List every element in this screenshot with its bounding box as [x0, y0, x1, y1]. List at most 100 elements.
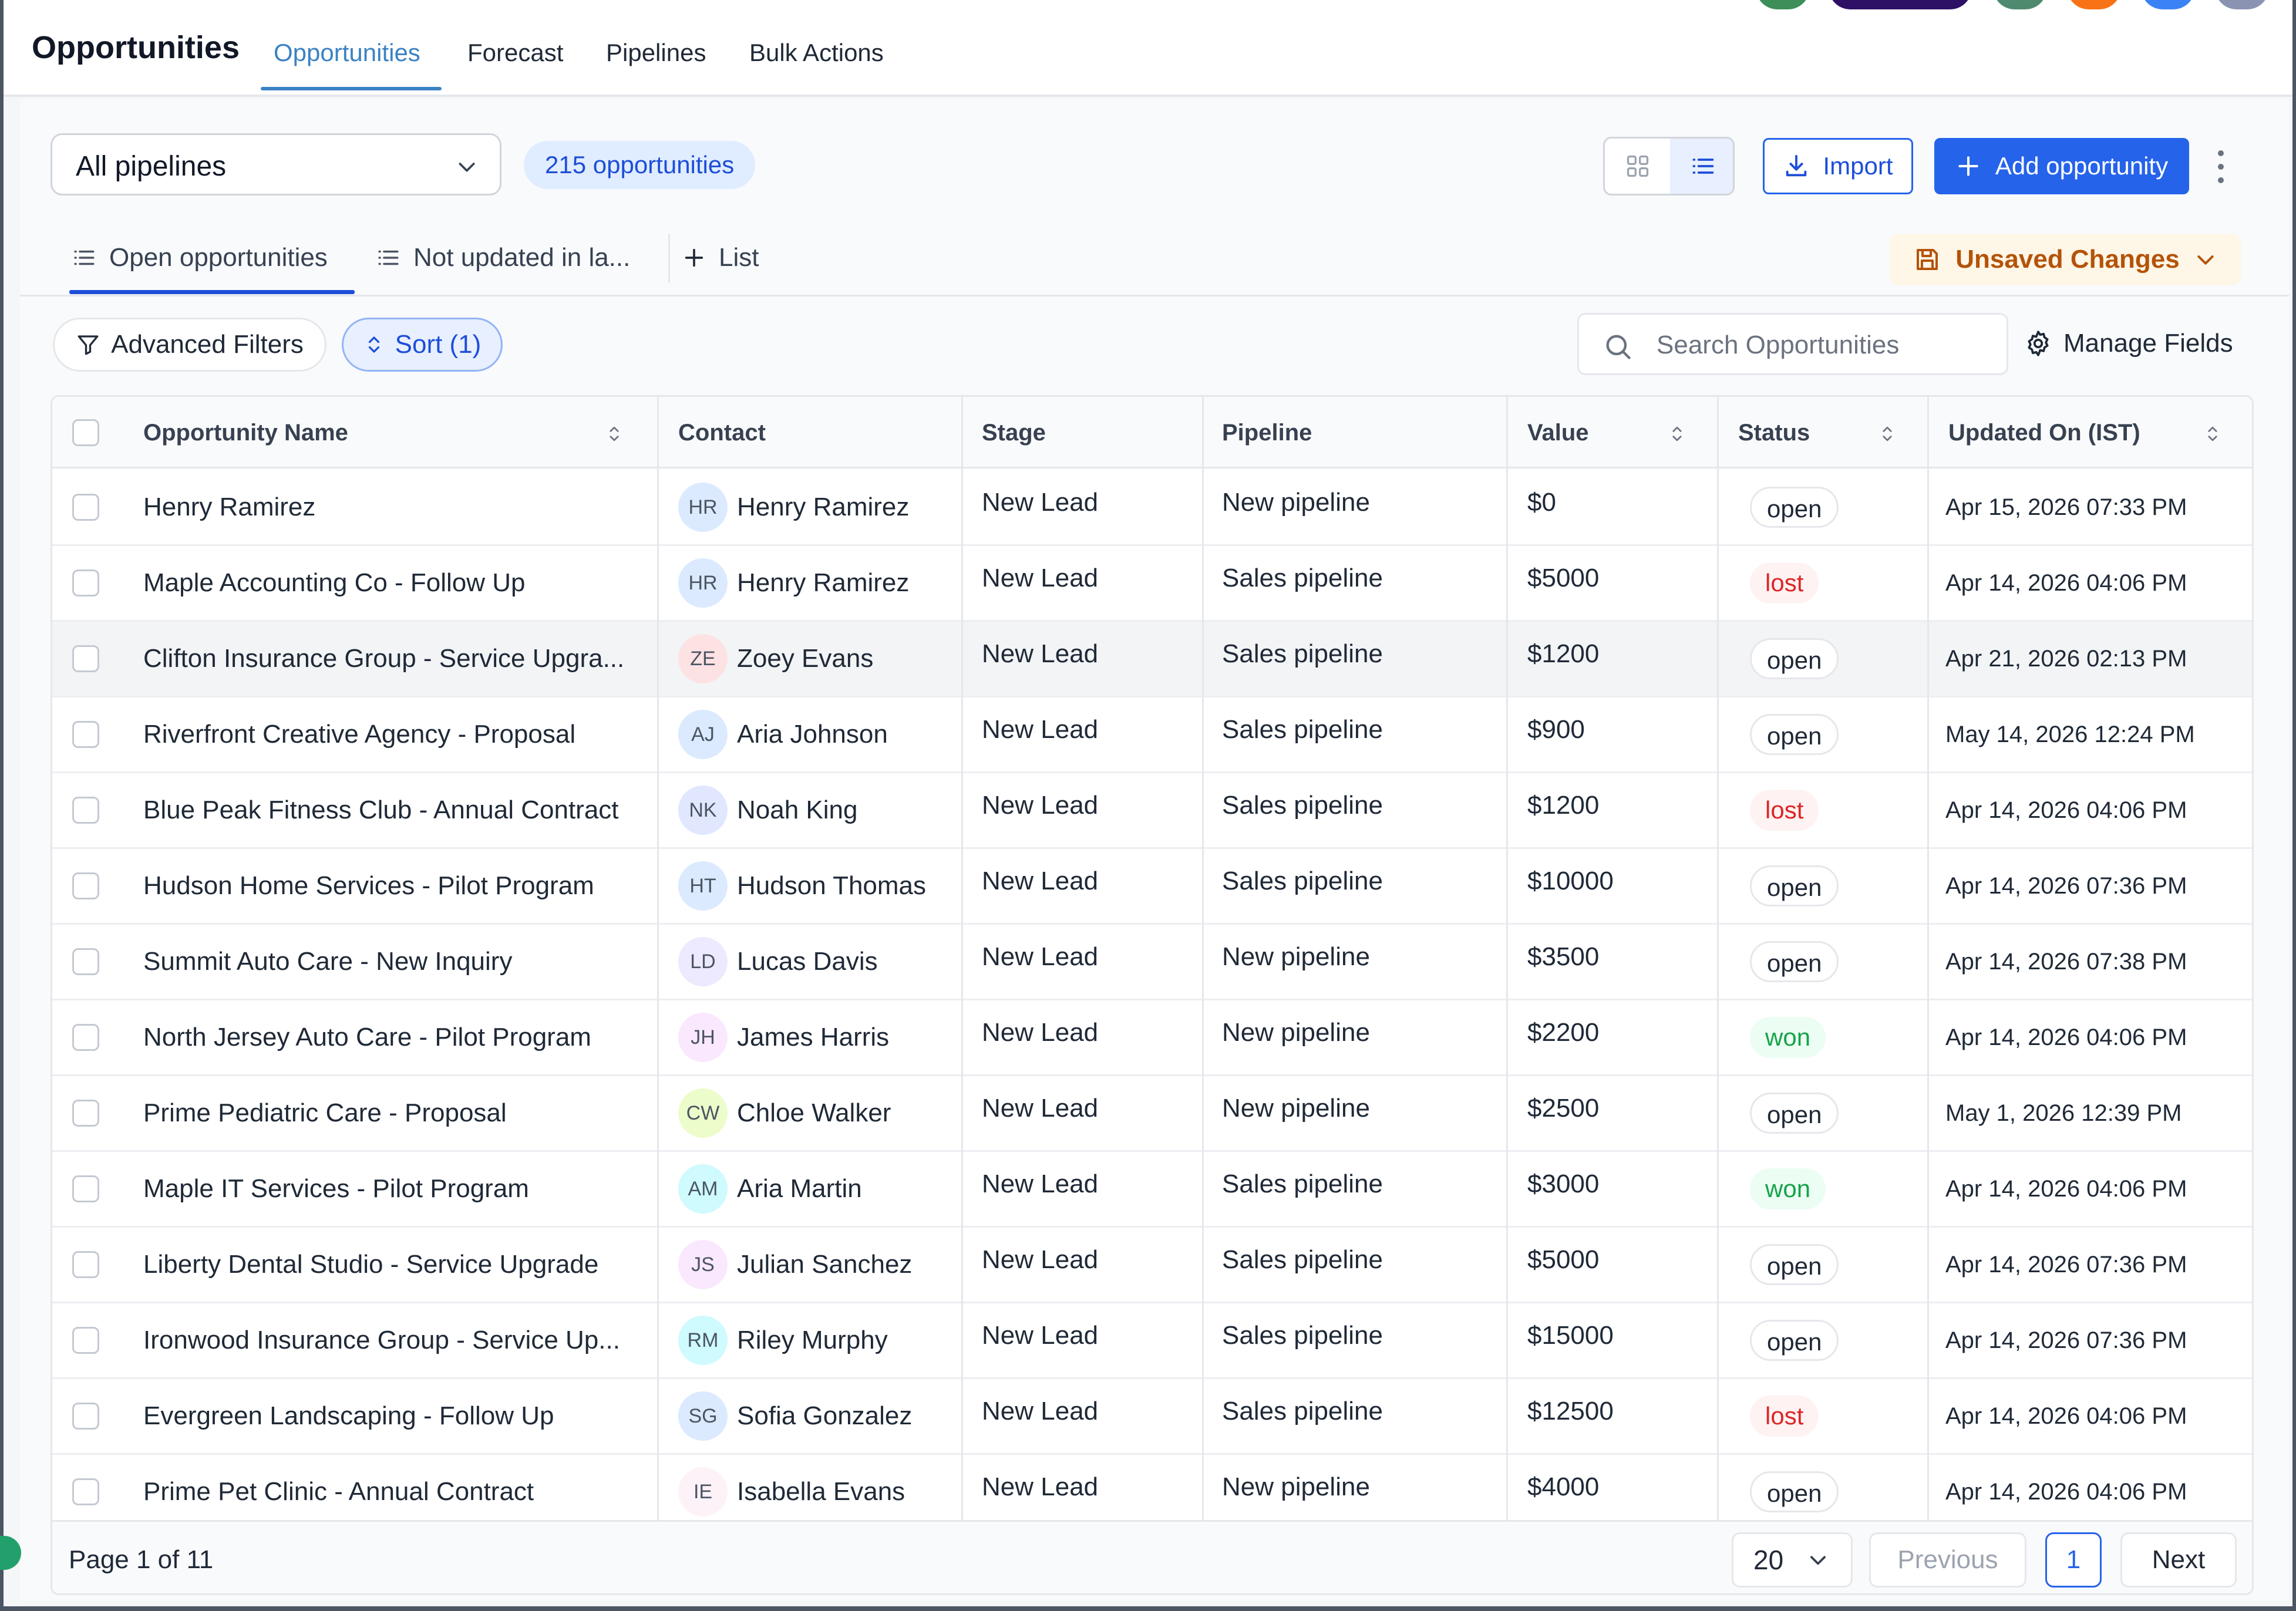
row-checkbox[interactable] [72, 1327, 99, 1354]
row-checkbox[interactable] [72, 797, 99, 824]
contact-cell[interactable]: ZE Zoey Evans [678, 622, 873, 696]
import-button[interactable]: Import [1763, 138, 1913, 194]
updated-on-cell: Apr 14, 2026 07:36 PM [1945, 1327, 2187, 1353]
sort-button[interactable]: Sort (1) [342, 318, 503, 372]
sort-icon[interactable] [607, 424, 622, 444]
tab-pipelines[interactable]: Pipelines [606, 39, 706, 66]
top-avatar[interactable] [2215, 0, 2269, 9]
table-row[interactable]: Maple IT Services - Pilot Program AM Aria … [52, 1152, 2252, 1228]
row-checkbox[interactable] [72, 1100, 99, 1127]
row-checkbox[interactable] [72, 1024, 99, 1051]
column-divider [1927, 397, 1929, 1520]
row-checkbox[interactable] [72, 721, 99, 748]
table-row[interactable]: Blue Peak Fitness Club - Annual Contract… [52, 773, 2252, 849]
opportunity-name[interactable]: Liberty Dental Studio - Service Upgrade [143, 1250, 599, 1279]
table-row[interactable]: Henry Ramirez HR Henry Ramirez New Lead New … [52, 470, 2252, 546]
column-header-opportunity-name[interactable]: Opportunity Name [143, 419, 348, 446]
more-options-icon[interactable] [2215, 150, 2227, 183]
opportunity-name[interactable]: Maple Accounting Co - Follow Up [143, 568, 526, 597]
manage-fields-button[interactable]: Manage Fields [2024, 329, 2233, 358]
top-pill-button[interactable] [1829, 0, 1972, 9]
active-tab-indicator [261, 87, 442, 90]
contact-cell[interactable]: CW Chloe Walker [678, 1076, 891, 1150]
opportunity-name[interactable]: Hudson Home Services - Pilot Program [143, 871, 594, 900]
opportunity-name[interactable]: Maple IT Services - Pilot Program [143, 1174, 529, 1203]
list-view-button[interactable] [1670, 139, 1733, 194]
row-checkbox[interactable] [72, 1175, 99, 1202]
sort-icon[interactable] [2205, 424, 2220, 444]
table-row[interactable]: Hudson Home Services - Pilot Program HT Hu… [52, 849, 2252, 925]
table-row[interactable]: Prime Pet Clinic - Annual Contract IE Isab… [52, 1455, 2252, 1531]
table-row[interactable]: Prime Pediatric Care - Proposal CW Chloe W… [52, 1076, 2252, 1152]
column-header-value[interactable]: Value [1527, 419, 1589, 446]
opportunity-name[interactable]: Ironwood Insurance Group - Service Up... [143, 1326, 620, 1354]
page-number-button[interactable]: 1 [2045, 1532, 2102, 1588]
contact-cell[interactable]: LD Lucas Davis [678, 925, 878, 999]
contact-cell[interactable]: AM Aria Martin [678, 1152, 862, 1226]
contact-cell[interactable]: JH James Harris [678, 1000, 889, 1074]
tab-bulk-actions[interactable]: Bulk Actions [749, 39, 884, 66]
opportunity-name[interactable]: Clifton Insurance Group - Service Upgra.… [143, 644, 625, 673]
table-row[interactable]: Riverfront Creative Agency - Proposal AJ A… [52, 697, 2252, 773]
top-avatar[interactable] [1756, 0, 1810, 9]
contact-cell[interactable]: NK Noah King [678, 773, 857, 847]
contact-cell[interactable]: SG Sofia Gonzalez [678, 1379, 912, 1453]
sort-icon[interactable] [1880, 424, 1895, 444]
contact-cell[interactable]: RM Riley Murphy [678, 1303, 888, 1377]
contact-name: James Harris [737, 1023, 890, 1051]
opportunity-name[interactable]: Blue Peak Fitness Club - Annual Contract [143, 796, 619, 824]
status-badge: lost [1750, 790, 1819, 831]
opportunity-name[interactable]: Riverfront Creative Agency - Proposal [143, 720, 576, 749]
contact-cell[interactable]: IE Isabella Evans [678, 1455, 905, 1529]
grid-view-button[interactable] [1605, 139, 1670, 194]
top-avatar[interactable] [1993, 0, 2047, 9]
pipeline-select[interactable]: All pipelines [51, 133, 501, 196]
tab-forecast[interactable]: Forecast [467, 39, 564, 66]
avatar: JS [678, 1240, 728, 1289]
row-checkbox[interactable] [72, 1403, 99, 1430]
table-row[interactable]: North Jersey Auto Care - Pilot Program JH… [52, 1000, 2252, 1076]
collapse-handle[interactable] [0, 1536, 21, 1570]
opportunity-name[interactable]: Evergreen Landscaping - Follow Up [143, 1401, 554, 1430]
opportunity-name[interactable]: Henry Ramirez [143, 493, 316, 521]
contact-cell[interactable]: AJ Aria Johnson [678, 697, 888, 771]
add-list-button[interactable]: List [682, 243, 759, 272]
table-row[interactable]: Ironwood Insurance Group - Service Up...… [52, 1303, 2252, 1379]
table-row[interactable]: Liberty Dental Studio - Service Upgrade J… [52, 1228, 2252, 1303]
previous-page-button[interactable]: Previous [1869, 1532, 2026, 1588]
contact-cell[interactable]: HT Hudson Thomas [678, 849, 926, 923]
opportunity-name[interactable]: Prime Pediatric Care - Proposal [143, 1098, 507, 1127]
row-checkbox[interactable] [72, 1251, 99, 1278]
search-input[interactable] [1657, 326, 1985, 364]
next-page-button[interactable]: Next [2120, 1532, 2237, 1588]
add-opportunity-button[interactable]: Add opportunity [1934, 138, 2189, 194]
sort-icon[interactable] [1669, 424, 1685, 444]
row-checkbox[interactable] [72, 569, 99, 596]
table-row[interactable]: Evergreen Landscaping - Follow Up SG Sofia… [52, 1379, 2252, 1455]
table-row[interactable]: Maple Accounting Co - Follow Up HR Henry R… [52, 546, 2252, 622]
opportunity-name[interactable]: Prime Pet Clinic - Annual Contract [143, 1477, 534, 1506]
tab-opportunities[interactable]: Opportunities [274, 39, 420, 66]
row-checkbox[interactable] [72, 494, 99, 521]
contact-cell[interactable]: HR Henry Ramirez [678, 470, 909, 544]
top-avatar[interactable] [2067, 0, 2121, 9]
page-size-select[interactable]: 20 [1732, 1532, 1853, 1588]
advanced-filters-button[interactable]: Advanced Filters [53, 318, 326, 372]
select-all-checkbox[interactable] [72, 419, 99, 446]
unsaved-changes-button[interactable]: Unsaved Changes [1890, 234, 2241, 285]
tab-open-opportunities[interactable]: Open opportunities [72, 243, 328, 272]
opportunity-name[interactable]: Summit Auto Care - New Inquiry [143, 947, 513, 976]
column-header-status[interactable]: Status [1738, 419, 1810, 446]
top-avatar[interactable] [2141, 0, 2195, 9]
row-checkbox[interactable] [72, 872, 99, 899]
table-row[interactable]: Summit Auto Care - New Inquiry LD Lucas Da… [52, 925, 2252, 1000]
row-checkbox[interactable] [72, 1478, 99, 1505]
column-header-updated-on[interactable]: Updated On (IST) [1948, 419, 2140, 446]
row-checkbox[interactable] [72, 645, 99, 672]
table-row[interactable]: Clifton Insurance Group - Service Upgra.… [52, 622, 2252, 697]
opportunity-name[interactable]: North Jersey Auto Care - Pilot Program [143, 1023, 591, 1051]
tab-not-updated[interactable]: Not updated in la... [376, 243, 630, 272]
contact-cell[interactable]: JS Julian Sanchez [678, 1228, 912, 1302]
contact-cell[interactable]: HR Henry Ramirez [678, 546, 909, 620]
row-checkbox[interactable] [72, 948, 99, 975]
